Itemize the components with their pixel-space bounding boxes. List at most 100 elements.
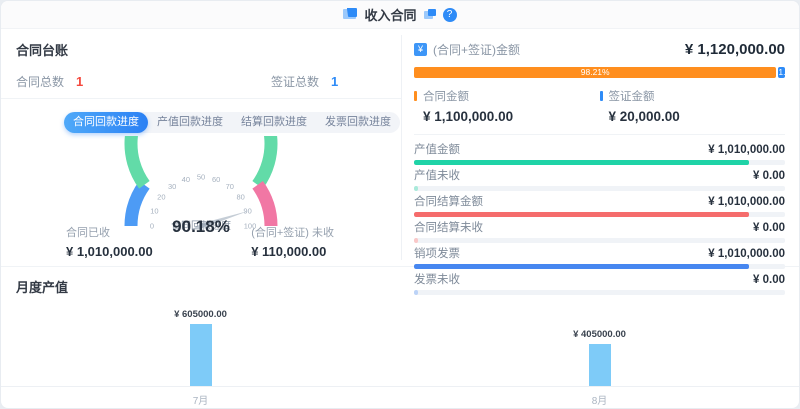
right-panel: ¥ (合同+签证)金额 ¥ 1,120,000.00 98.21% 1.79% … [402,29,799,295]
row-track [414,290,785,295]
main-area: 合同台账 合同总数 1 签证总数 1 合同回款进度 产值回款进度 [1,29,799,295]
ledger-section: 合同台账 合同总数 1 签证总数 1 [1,29,401,98]
bar-august: ¥ 405000.00 [400,329,799,386]
bar-july: ¥ 605000.00 [1,309,400,386]
divider [414,134,785,135]
row-value: ¥ 0.00 [753,170,785,182]
progress-tabs: 合同回款进度 产值回款进度 结算回款进度 发票回款进度 [64,112,400,133]
visa-amount-label: 签证金额 [608,91,655,103]
received-value: ¥ 1,010,000.00 [66,244,153,259]
visa-amount-segment: 1.79% [778,67,785,78]
tab-contract-collection[interactable]: 合同回款进度 [64,112,148,133]
row-value: ¥ 1,010,000.00 [708,248,785,260]
row-fill [414,186,418,191]
divider [1,98,401,99]
gauge-wrap: 0 10 20 30 40 50 60 70 80 90 100 合同回款进度 [16,136,386,236]
amount-legend: 合同金额 ¥ 1,100,000.00 签证金额 ¥ 20,000.00 [414,88,785,134]
svg-text:20: 20 [157,193,165,202]
contract-amount-label: 合同金额 [423,91,469,103]
row-fill [414,238,418,243]
month-label: 7月 [192,396,209,407]
row-label: 合同结算金额 [414,196,483,208]
row-invoice-unreceived: 发票未收 ¥ 0.00 [414,273,785,295]
row-output-amount: 产值金额 ¥ 1,010,000.00 [414,143,785,165]
bar [189,324,212,386]
svg-text:50: 50 [197,173,205,182]
row-output-unreceived: 产值未收 ¥ 0.00 [414,169,785,191]
tab-output-collection[interactable]: 产值回款进度 [157,116,223,128]
summary-title: (合同+签证)金额 [433,43,521,57]
contract-amount-value: ¥ 1,100,000.00 [423,109,514,124]
svg-text:80: 80 [236,193,244,202]
contract-count-value: 1 [76,74,84,89]
summary-header: ¥ (合同+签证)金额 ¥ 1,120,000.00 [414,41,785,58]
row-value: ¥ 1,010,000.00 [708,144,785,156]
amount-rows: 产值金额 ¥ 1,010,000.00 产值未收 ¥ 0.00 合同结算金额 ¥ 1,… [414,135,785,295]
unreceived-value: ¥ 110,000.00 [251,244,327,259]
folder-icon [343,6,358,24]
visa-count-label: 签证总数 [271,75,320,89]
row-track [414,238,785,243]
svg-text:30: 30 [168,182,176,191]
row-value: ¥ 1,010,000.00 [708,196,785,208]
bar [588,344,611,386]
tab-invoice-collection[interactable]: 发票回款进度 [325,116,391,128]
bar-value-label: ¥ 405000.00 [573,329,626,340]
visa-amount-value: ¥ 20,000.00 [608,109,680,124]
topbar: 收入合同 ? [1,1,799,29]
monthly-bar-chart: ¥ 605000.00 ¥ 405000.00 [1,298,799,386]
files-icon [423,6,436,24]
bar-value-label: ¥ 605000.00 [174,309,227,320]
ledger-title: 合同台账 [16,43,69,58]
received-stat: 合同已收 ¥ 1,010,000.00 [66,224,153,259]
gauge-value: 90.18% [172,217,230,236]
amount-icon: ¥ [414,43,427,56]
row-fill [414,212,749,217]
page-title: 收入合同 [364,8,417,23]
svg-text:60: 60 [212,175,220,184]
ledger-stats: 合同总数 1 签证总数 1 [16,73,386,90]
contract-count: 合同总数 1 [16,73,271,90]
visa-count: 签证总数 1 [271,73,338,90]
svg-text:10: 10 [150,206,158,215]
unreceived-stat: (合同+签证) 未收 ¥ 110,000.00 [251,224,334,259]
summary-total: ¥ 1,120,000.00 [684,41,785,58]
svg-text:0: 0 [150,222,154,231]
legend-contract-amount: 合同金额 ¥ 1,100,000.00 [414,88,600,134]
row-settlement-amount: 合同结算金额 ¥ 1,010,000.00 [414,195,785,217]
tab-settlement-collection[interactable]: 结算回款进度 [241,116,307,128]
collection-progress-section: 合同回款进度 产值回款进度 结算回款进度 发票回款进度 0 10 20 30 40 50 6… [1,99,401,259]
visa-amount-swatch [599,91,603,101]
visa-count-value: 1 [331,74,339,89]
row-track [414,160,785,165]
row-value: ¥ 0.00 [753,274,785,286]
monthly-title: 月度产值 [16,280,69,295]
divider [1,266,799,267]
received-label: 合同已收 [66,227,110,239]
svg-text:合同回款进度: 合同回款进度 [171,219,231,232]
amount-stacked-bar: 98.21% 1.79% [414,67,785,78]
unreceived-label: (合同+签证) 未收 [251,227,334,239]
row-fill [414,290,418,295]
contract-count-label: 合同总数 [16,75,65,89]
row-track [414,186,785,191]
svg-text:70: 70 [226,182,234,191]
svg-text:90: 90 [243,206,251,215]
row-fill [414,160,749,165]
vertical-divider [401,35,402,260]
row-value: ¥ 0.00 [753,222,785,234]
legend-visa-amount: 签证金额 ¥ 20,000.00 [599,88,786,134]
left-panel: 合同台账 合同总数 1 签证总数 1 合同回款进度 产值回款进度 [1,29,401,266]
row-label: 发票未收 [414,274,460,286]
contract-amount-swatch [414,91,417,101]
row-fill [414,264,749,269]
monthly-output-section: 月度产值 ¥ 605000.00 ¥ 405000.00 7月 8月 [1,267,799,408]
month-axis: 7月 8月 [1,386,799,407]
row-label: 销项发票 [414,248,460,260]
help-icon[interactable]: ? [442,7,457,22]
svg-text:100: 100 [244,222,257,231]
contract-amount-segment: 98.21% [414,67,777,78]
row-label: 产值未收 [414,170,460,182]
